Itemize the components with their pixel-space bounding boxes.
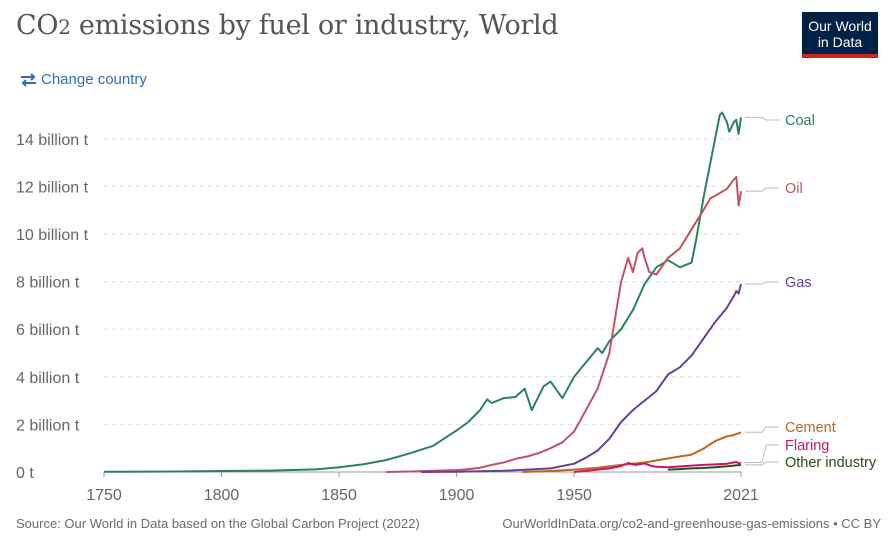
y-tick-label: 14 billion t bbox=[16, 132, 89, 149]
footer-link[interactable]: OurWorldInData.org/co2-and-greenhouse-ga… bbox=[502, 516, 881, 531]
x-tick-label: 1900 bbox=[439, 487, 475, 504]
page-title: CO2 emissions by fuel or industry, World bbox=[16, 10, 559, 41]
y-axis-ticks: 0 t 2 billion t 4 billion t 6 billion t 8 bi… bbox=[16, 132, 89, 482]
y-tick-label: 2 billion t bbox=[16, 417, 80, 434]
y-tick-label: 8 billion t bbox=[16, 275, 80, 292]
y-tick-label: 10 billion t bbox=[16, 227, 89, 244]
series-line-oil[interactable] bbox=[386, 175, 742, 473]
series-label-coal[interactable]: Coal bbox=[785, 113, 815, 129]
series-label-cement[interactable]: Cement bbox=[785, 420, 836, 436]
x-tick-label: 2021 bbox=[723, 487, 759, 504]
y-tick-label: 4 billion t bbox=[16, 370, 80, 387]
grid-lines bbox=[104, 138, 741, 425]
x-tick-label: 1950 bbox=[556, 487, 592, 504]
logo-line2: in Data bbox=[817, 34, 863, 50]
series-label-oil[interactable]: Oil bbox=[785, 181, 803, 197]
series-label-flaring[interactable]: Flaring bbox=[785, 438, 829, 454]
series-label-gas[interactable]: Gas bbox=[785, 275, 812, 291]
series-line-gas[interactable] bbox=[421, 283, 742, 473]
change-country-button[interactable]: Change country bbox=[20, 71, 147, 88]
swap-arrows-icon bbox=[20, 72, 37, 87]
x-axis: 1750 1800 1850 1900 1950 2021 bbox=[86, 471, 759, 504]
change-country-label: Change country bbox=[41, 71, 147, 88]
x-tick-label: 1750 bbox=[86, 487, 122, 504]
series-line-coal[interactable] bbox=[103, 111, 742, 473]
leader-line-flaring bbox=[745, 444, 779, 463]
leader-line-cement bbox=[745, 426, 779, 433]
series-line-cement[interactable] bbox=[522, 431, 742, 473]
series-lines bbox=[103, 111, 742, 473]
leader-line-coal bbox=[745, 116, 779, 121]
y-tick-label: 12 billion t bbox=[16, 179, 89, 196]
series-label-other[interactable]: Other industry bbox=[785, 455, 877, 471]
leader-line-other bbox=[745, 461, 779, 466]
leader-line-gas bbox=[745, 281, 779, 285]
leader-line-oil bbox=[745, 187, 779, 192]
owid-logo[interactable]: Our World in Data bbox=[802, 12, 878, 58]
y-tick-label: 6 billion t bbox=[16, 322, 80, 339]
x-tick-label: 1850 bbox=[321, 487, 357, 504]
logo-line1: Our World bbox=[808, 18, 872, 34]
series-line-other[interactable] bbox=[668, 463, 742, 471]
series-line-flaring[interactable] bbox=[573, 461, 742, 473]
x-tick-label: 1800 bbox=[204, 487, 240, 504]
y-tick-label: 0 t bbox=[16, 465, 34, 482]
source-note: Source: Our World in Data based on the G… bbox=[16, 516, 420, 531]
